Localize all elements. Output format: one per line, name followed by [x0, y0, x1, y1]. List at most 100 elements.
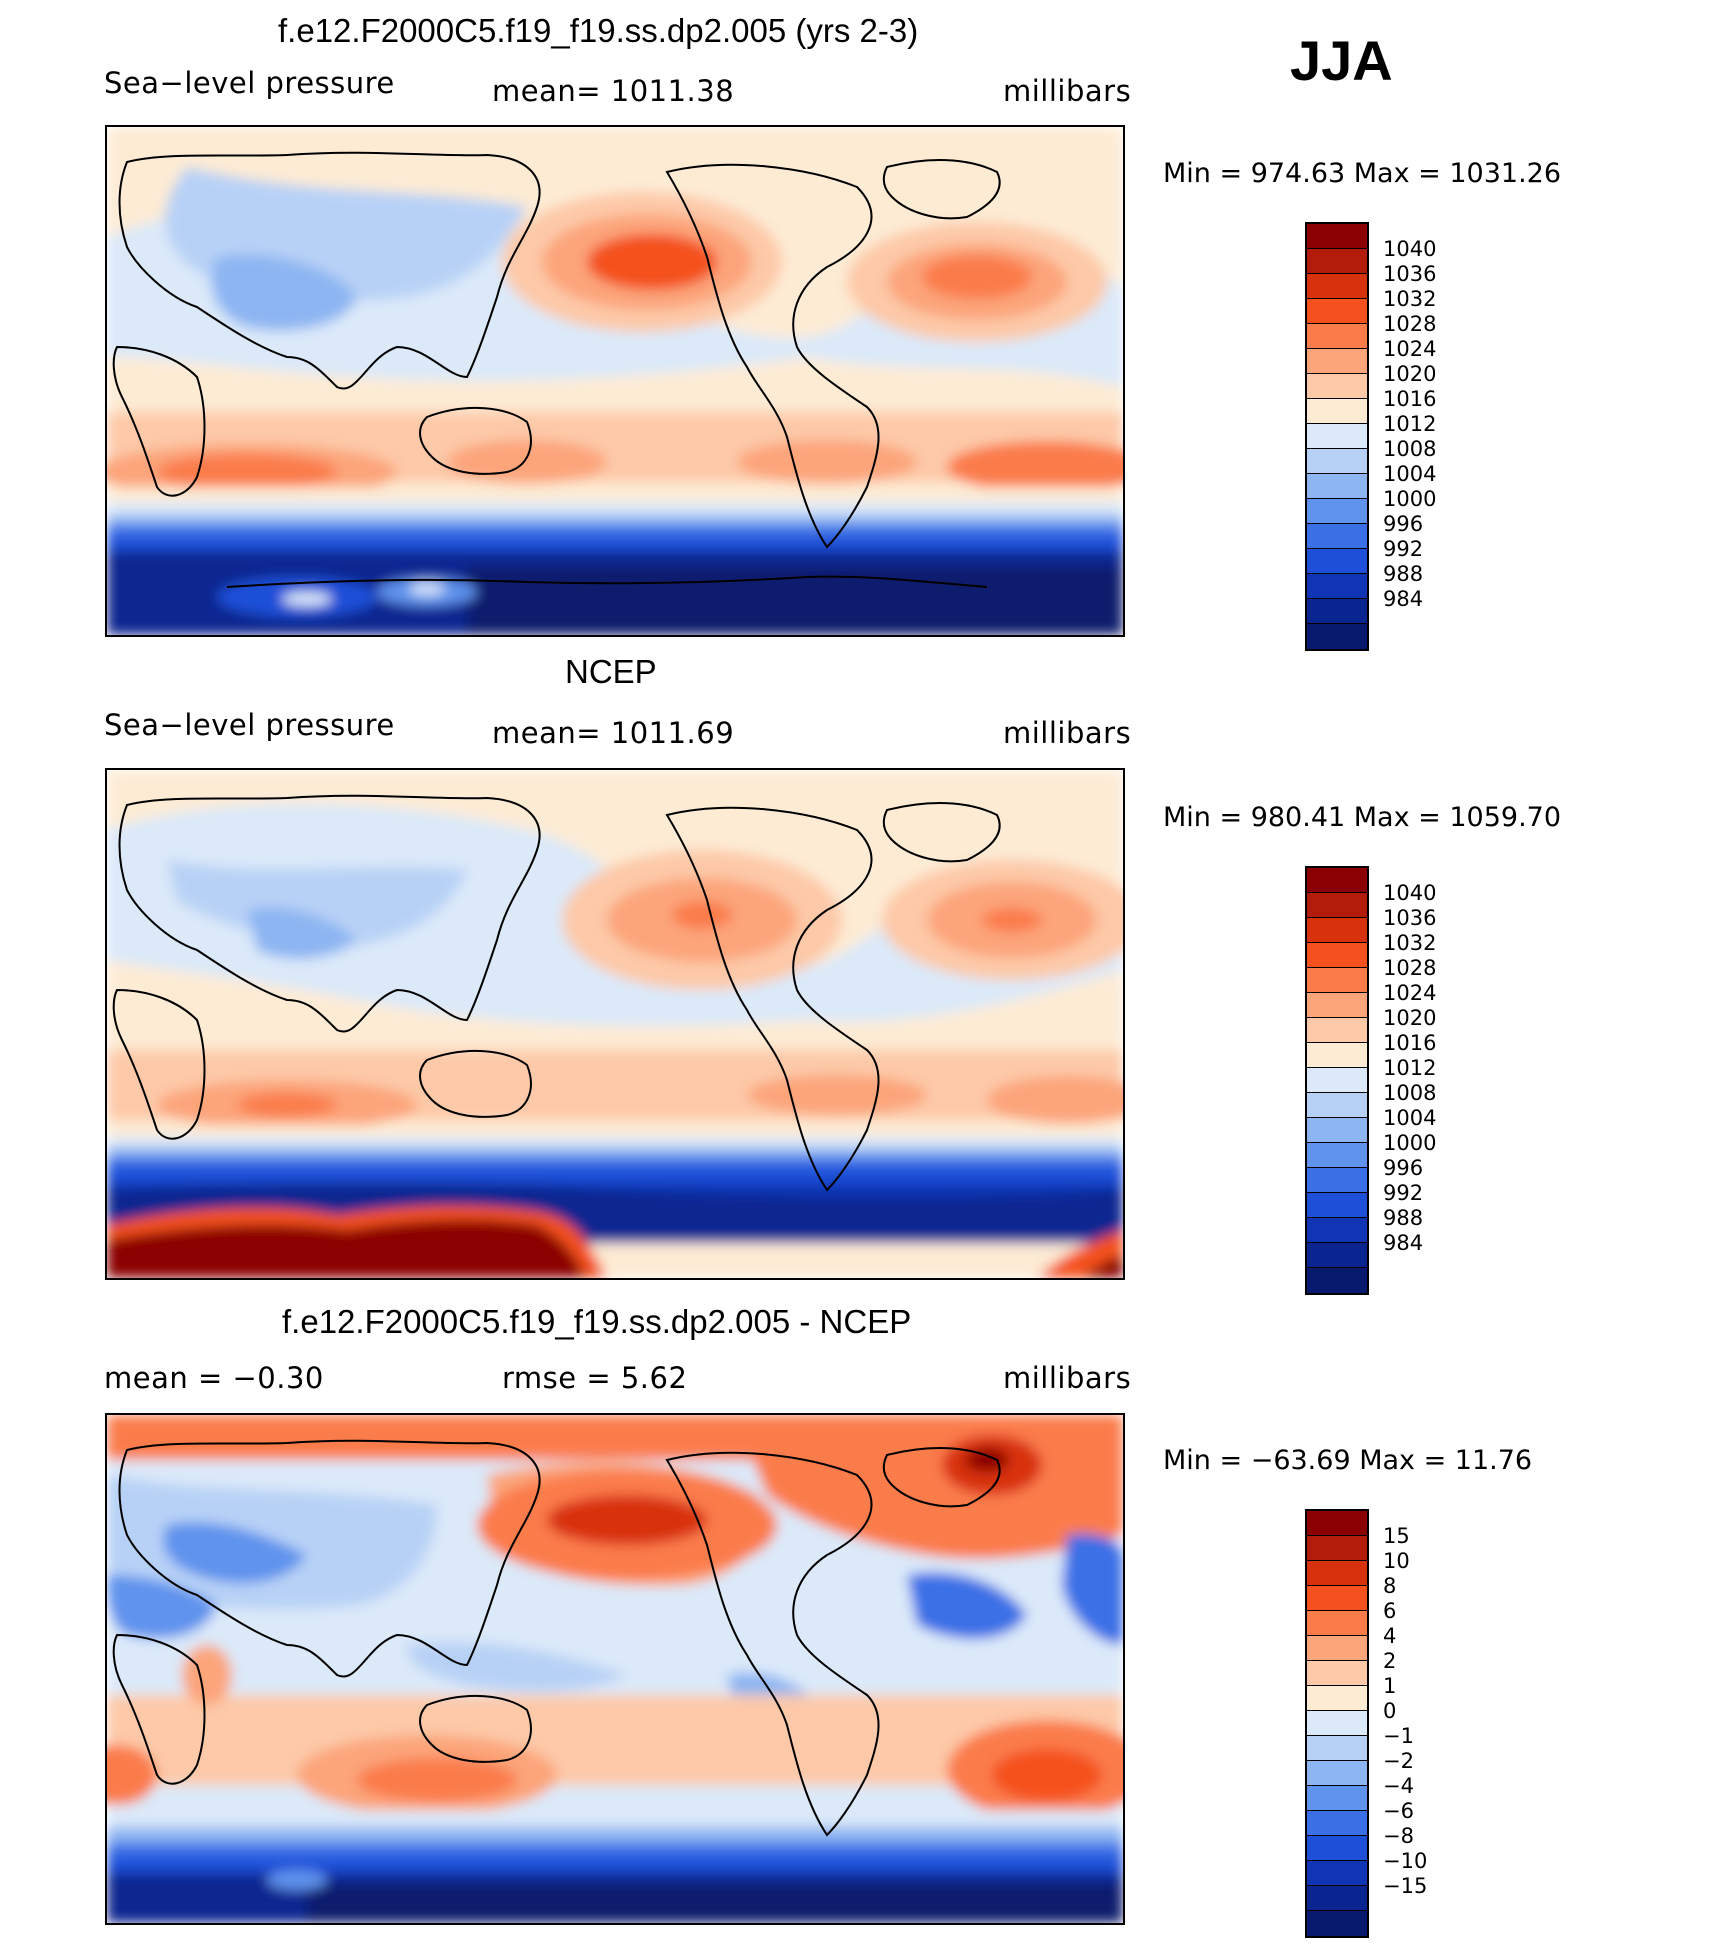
- panel-2-title: NCEP: [565, 653, 657, 690]
- panel-3-rmse-label: rmse = 5.62: [502, 1361, 688, 1395]
- colorbar-cell: [1307, 224, 1367, 249]
- colorbar-cell: [1307, 1636, 1367, 1661]
- colorbar-tick-label: 1016: [1383, 387, 1437, 411]
- colorbar-tick-label: 1032: [1383, 287, 1437, 311]
- colorbar-tick-label: 1004: [1383, 1106, 1437, 1130]
- colorbar-tick-label: −6: [1383, 1799, 1414, 1823]
- panel-3-min-max: Min = −63.69 Max = 11.76: [1163, 1445, 1533, 1476]
- colorbar-tick-label: 992: [1383, 537, 1424, 561]
- colorbar-tick-label: 992: [1383, 1181, 1424, 1205]
- colorbar-tick-label: 1024: [1383, 337, 1437, 361]
- colorbar-tick-label: 1036: [1383, 906, 1437, 930]
- colorbar-tick-label: −4: [1383, 1774, 1414, 1798]
- colorbar-tick-label: 988: [1383, 1206, 1424, 1230]
- colorbar-tick-label: 6: [1383, 1599, 1397, 1623]
- colorbar-tick-label: −8: [1383, 1824, 1414, 1848]
- panel-3-coastlines: [112, 1439, 1001, 1837]
- colorbar-cell: [1307, 1218, 1367, 1243]
- panel-2-colorbar: [1305, 866, 1369, 1295]
- colorbar-cell: [1307, 1686, 1367, 1711]
- colorbar-cell: [1307, 1536, 1367, 1561]
- colorbar-cell: [1307, 1068, 1367, 1093]
- colorbar-cell: [1307, 1786, 1367, 1811]
- colorbar-cell: [1307, 968, 1367, 993]
- colorbar-tick-label: 8: [1383, 1574, 1397, 1598]
- panel-1-map: [105, 125, 1125, 637]
- colorbar-tick-label: 4: [1383, 1624, 1397, 1648]
- colorbar-cell: [1307, 1018, 1367, 1043]
- colorbar-tick-label: 1036: [1383, 262, 1437, 286]
- colorbar-tick-label: 1040: [1383, 881, 1437, 905]
- colorbar-cell: [1307, 1168, 1367, 1193]
- colorbar-tick-label: 984: [1383, 1231, 1424, 1255]
- colorbar-tick-label: −1: [1383, 1724, 1414, 1748]
- colorbar-cell: [1307, 324, 1367, 349]
- colorbar-tick-label: 1000: [1383, 487, 1437, 511]
- colorbar-tick-label: −15: [1383, 1874, 1428, 1898]
- colorbar-tick-label: 1012: [1383, 412, 1437, 436]
- colorbar-tick-label: 1000: [1383, 1131, 1437, 1155]
- colorbar-tick-label: 1020: [1383, 362, 1437, 386]
- panel-2-coastlines: [112, 794, 1001, 1192]
- colorbar-cell: [1307, 918, 1367, 943]
- panel-1-coastlines: [112, 151, 1001, 588]
- colorbar-cell: [1307, 424, 1367, 449]
- colorbar-cell: [1307, 474, 1367, 499]
- colorbar-tick-label: 1008: [1383, 1081, 1437, 1105]
- panel-2-map: [105, 768, 1125, 1280]
- panel-3-colorbar: [1305, 1509, 1369, 1938]
- colorbar-tick-label: 1040: [1383, 237, 1437, 261]
- colorbar-cell: [1307, 399, 1367, 424]
- colorbar-cell: [1307, 1811, 1367, 1836]
- panel-3-title: f.e12.F2000C5.f19_f19.ss.dp2.005 - NCEP: [282, 1303, 912, 1340]
- colorbar-tick-label: 1020: [1383, 1006, 1437, 1030]
- colorbar-tick-label: 1032: [1383, 931, 1437, 955]
- colorbar-tick-label: 1004: [1383, 462, 1437, 486]
- colorbar-cell: [1307, 624, 1367, 649]
- colorbar-tick-label: 0: [1383, 1699, 1397, 1723]
- colorbar-cell: [1307, 374, 1367, 399]
- colorbar-cell: [1307, 449, 1367, 474]
- colorbar-cell: [1307, 1911, 1367, 1936]
- panel-1-title: f.e12.F2000C5.f19_f19.ss.dp2.005 (yrs 2-…: [278, 12, 919, 49]
- colorbar-cell: [1307, 499, 1367, 524]
- panel-1-units-label: millibars: [1003, 74, 1132, 108]
- colorbar-tick-label: 10: [1383, 1549, 1410, 1573]
- colorbar-cell: [1307, 1268, 1367, 1293]
- panel-3-mean-label: mean = −0.30: [104, 1361, 324, 1395]
- panel-3-units-label: millibars: [1003, 1361, 1132, 1395]
- colorbar-cell: [1307, 943, 1367, 968]
- colorbar-cell: [1307, 1711, 1367, 1736]
- colorbar-cell: [1307, 1561, 1367, 1586]
- colorbar-cell: [1307, 249, 1367, 274]
- colorbar-tick-label: 1028: [1383, 312, 1437, 336]
- panel-2-min-max: Min = 980.41 Max = 1059.70: [1163, 802, 1562, 833]
- season-label: JJA: [1290, 29, 1393, 92]
- colorbar-cell: [1307, 1586, 1367, 1611]
- panel-2-mean-label: mean= 1011.69: [492, 716, 735, 750]
- panel-1-colorbar: [1305, 222, 1369, 651]
- colorbar-cell: [1307, 549, 1367, 574]
- colorbar-tick-label: 1: [1383, 1674, 1397, 1698]
- panel-2-variable-label: Sea−level pressure: [104, 708, 395, 742]
- colorbar-tick-label: −2: [1383, 1749, 1414, 1773]
- colorbar-tick-label: 1028: [1383, 956, 1437, 980]
- panel-1-mean-label: mean= 1011.38: [492, 74, 735, 108]
- colorbar-tick-label: 988: [1383, 562, 1424, 586]
- panel-1-min-max: Min = 974.63 Max = 1031.26: [1163, 158, 1562, 189]
- colorbar-cell: [1307, 524, 1367, 549]
- colorbar-cell: [1307, 1511, 1367, 1536]
- colorbar-cell: [1307, 574, 1367, 599]
- colorbar-tick-label: 2: [1383, 1649, 1397, 1673]
- colorbar-cell: [1307, 1043, 1367, 1068]
- colorbar-cell: [1307, 1193, 1367, 1218]
- colorbar-tick-label: 1016: [1383, 1031, 1437, 1055]
- colorbar-tick-label: 1008: [1383, 437, 1437, 461]
- colorbar-cell: [1307, 1861, 1367, 1886]
- colorbar-cell: [1307, 1243, 1367, 1268]
- colorbar-cell: [1307, 274, 1367, 299]
- colorbar-cell: [1307, 1118, 1367, 1143]
- colorbar-cell: [1307, 599, 1367, 624]
- colorbar-cell: [1307, 868, 1367, 893]
- colorbar-tick-label: 984: [1383, 587, 1424, 611]
